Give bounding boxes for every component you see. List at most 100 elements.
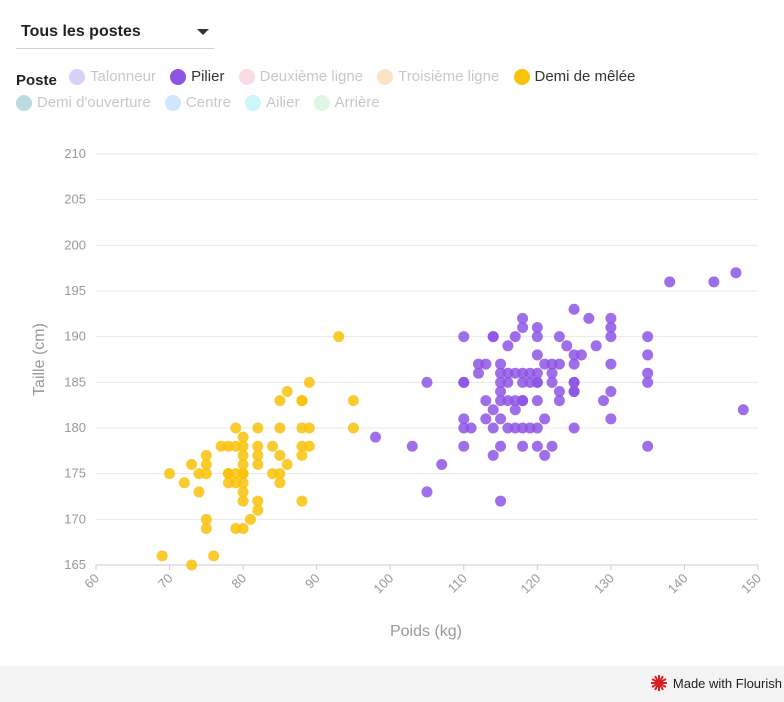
- data-point[interactable]: [200, 522, 212, 534]
- data-point[interactable]: [531, 395, 543, 407]
- data-point[interactable]: [487, 449, 499, 461]
- data-point[interactable]: [568, 422, 580, 434]
- data-point[interactable]: [575, 349, 587, 361]
- data-point[interactable]: [737, 404, 749, 416]
- data-point[interactable]: [480, 395, 492, 407]
- data-point[interactable]: [237, 440, 249, 452]
- data-point[interactable]: [546, 440, 558, 452]
- data-point[interactable]: [546, 367, 558, 379]
- data-point[interactable]: [436, 459, 448, 471]
- data-point[interactable]: [237, 468, 249, 480]
- flourish-credit-link[interactable]: Made with Flourish: [650, 674, 782, 692]
- data-point[interactable]: [458, 440, 470, 452]
- data-point[interactable]: [605, 358, 617, 370]
- legend-item-demi-de-melee[interactable]: Demi de mêlée: [513, 66, 635, 88]
- data-point[interactable]: [561, 340, 573, 352]
- data-point[interactable]: [553, 331, 565, 343]
- data-point[interactable]: [642, 367, 654, 379]
- data-point[interactable]: [465, 422, 477, 434]
- data-point[interactable]: [517, 312, 529, 324]
- data-point[interactable]: [502, 340, 514, 352]
- data-point[interactable]: [281, 385, 293, 397]
- legend-item-demi-d-ouverture[interactable]: Demi d'ouverture: [16, 92, 151, 114]
- data-point[interactable]: [267, 440, 279, 452]
- data-point[interactable]: [517, 440, 529, 452]
- data-point[interactable]: [281, 459, 293, 471]
- data-point[interactable]: [642, 376, 654, 388]
- data-point[interactable]: [568, 385, 580, 397]
- data-point[interactable]: [200, 468, 212, 480]
- data-point[interactable]: [303, 440, 315, 452]
- data-point[interactable]: [664, 276, 676, 288]
- data-point[interactable]: [244, 513, 256, 525]
- data-point[interactable]: [730, 267, 742, 279]
- data-point[interactable]: [347, 395, 359, 407]
- data-point[interactable]: [553, 385, 565, 397]
- legend-item-talonneur[interactable]: Talonneur: [69, 66, 156, 88]
- legend-item-troisieme-ligne[interactable]: Troisième ligne: [377, 66, 499, 88]
- data-point[interactable]: [156, 550, 168, 562]
- data-point[interactable]: [539, 413, 551, 425]
- data-point[interactable]: [186, 559, 198, 571]
- data-point[interactable]: [458, 376, 470, 388]
- data-point[interactable]: [274, 477, 286, 489]
- legend-item-ailier[interactable]: Ailier: [245, 92, 299, 114]
- data-point[interactable]: [237, 449, 249, 461]
- data-point[interactable]: [274, 468, 286, 480]
- data-point[interactable]: [237, 522, 249, 534]
- data-point[interactable]: [531, 422, 543, 434]
- data-point[interactable]: [274, 449, 286, 461]
- data-point[interactable]: [553, 358, 565, 370]
- data-point[interactable]: [487, 422, 499, 434]
- data-point[interactable]: [252, 440, 264, 452]
- data-point[interactable]: [458, 413, 470, 425]
- data-point[interactable]: [642, 440, 654, 452]
- data-point[interactable]: [237, 495, 249, 507]
- data-point[interactable]: [502, 376, 514, 388]
- data-point[interactable]: [487, 404, 499, 416]
- data-point[interactable]: [252, 449, 264, 461]
- data-point[interactable]: [531, 440, 543, 452]
- data-point[interactable]: [568, 358, 580, 370]
- data-point[interactable]: [193, 486, 205, 498]
- data-point[interactable]: [553, 395, 565, 407]
- data-point[interactable]: [252, 495, 264, 507]
- data-point[interactable]: [200, 513, 212, 525]
- data-point[interactable]: [296, 449, 308, 461]
- data-point[interactable]: [539, 449, 551, 461]
- data-point[interactable]: [605, 385, 617, 397]
- data-point[interactable]: [237, 486, 249, 498]
- data-point[interactable]: [252, 504, 264, 516]
- data-point[interactable]: [598, 395, 610, 407]
- data-point[interactable]: [517, 395, 529, 407]
- data-point[interactable]: [568, 376, 580, 388]
- data-point[interactable]: [531, 349, 543, 361]
- data-point[interactable]: [605, 312, 617, 324]
- data-point[interactable]: [531, 376, 543, 388]
- data-point[interactable]: [370, 431, 382, 443]
- data-point[interactable]: [237, 459, 249, 471]
- data-point[interactable]: [509, 404, 521, 416]
- data-point[interactable]: [178, 477, 190, 489]
- data-point[interactable]: [186, 459, 198, 471]
- data-point[interactable]: [237, 477, 249, 489]
- data-point[interactable]: [495, 358, 507, 370]
- data-point[interactable]: [708, 276, 720, 288]
- data-point[interactable]: [509, 331, 521, 343]
- data-point[interactable]: [605, 322, 617, 334]
- data-point[interactable]: [274, 422, 286, 434]
- data-point[interactable]: [200, 459, 212, 471]
- legend-item-pilier[interactable]: Pilier: [170, 66, 224, 88]
- legend-item-arriere[interactable]: Arrière: [313, 92, 380, 114]
- data-point[interactable]: [303, 376, 315, 388]
- data-point[interactable]: [303, 422, 315, 434]
- data-point[interactable]: [237, 431, 249, 443]
- data-point[interactable]: [487, 331, 499, 343]
- data-point[interactable]: [605, 413, 617, 425]
- data-point[interactable]: [333, 331, 345, 343]
- data-point[interactable]: [590, 340, 602, 352]
- data-point[interactable]: [230, 422, 242, 434]
- data-point[interactable]: [495, 385, 507, 397]
- data-point[interactable]: [296, 495, 308, 507]
- data-point[interactable]: [495, 495, 507, 507]
